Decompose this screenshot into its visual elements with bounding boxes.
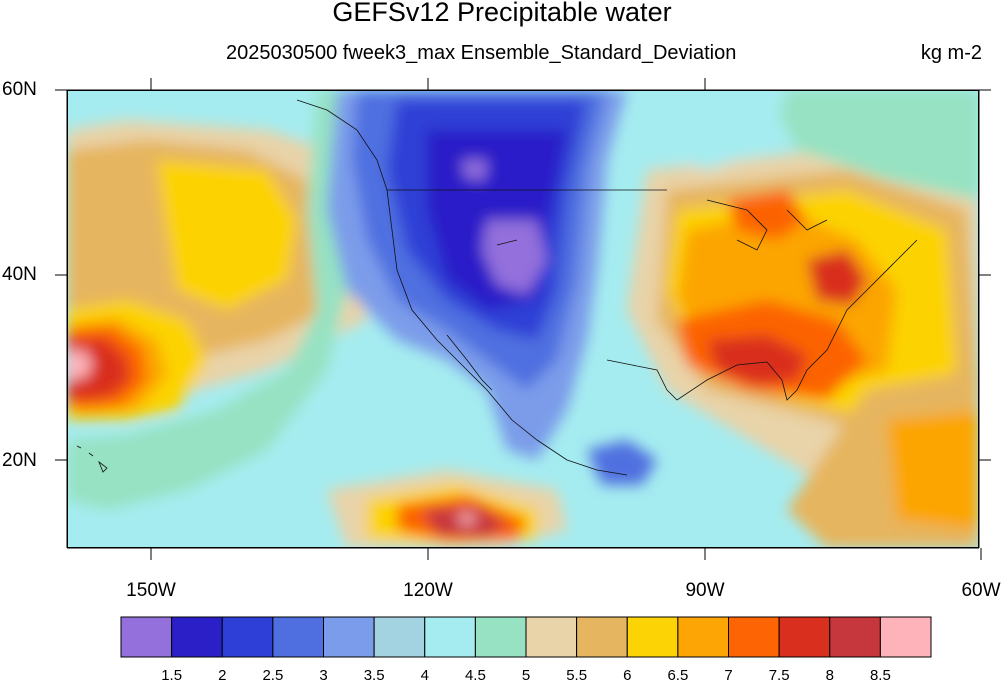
color-legend: [120, 616, 932, 658]
coastlines: [296, 99, 918, 476]
color-legend-label: 6: [623, 667, 632, 684]
color-swatch: [626, 616, 679, 658]
color-swatch: [171, 616, 223, 658]
lat-label-20n: 20N: [2, 450, 37, 471]
lat-label-60n: 60N: [2, 79, 37, 100]
chart-subtitle: 2025030500 fweek3_max Ensemble_Standard_…: [226, 42, 737, 64]
color-swatch: [424, 616, 476, 658]
color-legend-label: 7.5: [768, 667, 790, 684]
color-legend-label: 3: [319, 667, 328, 684]
color-swatch: [576, 616, 628, 658]
precipitable-water-map: [67, 90, 979, 548]
color-legend-label: 7: [724, 667, 733, 684]
lon-label-120w: 120W: [403, 580, 453, 601]
color-swatch: [525, 616, 578, 658]
field-shading: [67, 90, 979, 548]
color-legend-label: 3.5: [363, 667, 385, 684]
color-legend-label: 1.5: [161, 667, 183, 684]
hawaii-islands: [76, 445, 108, 473]
color-swatch: [677, 616, 729, 658]
color-swatch: [474, 616, 527, 658]
lat-label-40n: 40N: [2, 264, 37, 285]
color-legend-label: 4: [420, 667, 429, 684]
color-legend-label: 8: [825, 667, 834, 684]
color-swatch: [829, 616, 881, 658]
color-legend-label: 5: [521, 667, 531, 684]
color-swatch: [728, 616, 780, 658]
color-legend-label: 4.5: [464, 667, 486, 684]
color-legend-label: 2.5: [262, 667, 284, 684]
color-swatch: [373, 616, 426, 658]
chart-title: GEFSv12 Precipitable water: [332, 0, 672, 27]
color-swatch: [120, 616, 173, 658]
color-legend-label: 8.5: [869, 667, 891, 684]
lon-label-90w: 90W: [685, 580, 725, 601]
color-swatch: [778, 616, 831, 658]
color-legend-label: 6.5: [667, 667, 689, 684]
color-swatch: [879, 616, 932, 658]
color-legend-label: 5.5: [566, 667, 588, 684]
color-swatch: [272, 616, 324, 658]
map-canvas: [67, 90, 979, 548]
lon-label-150w: 150W: [126, 580, 176, 601]
color-swatch: [323, 616, 375, 658]
color-swatch: [221, 616, 274, 658]
lon-label-60w: 60W: [961, 580, 1001, 601]
units-label: kg m-2: [920, 42, 982, 64]
color-legend-label: 2: [218, 667, 227, 684]
